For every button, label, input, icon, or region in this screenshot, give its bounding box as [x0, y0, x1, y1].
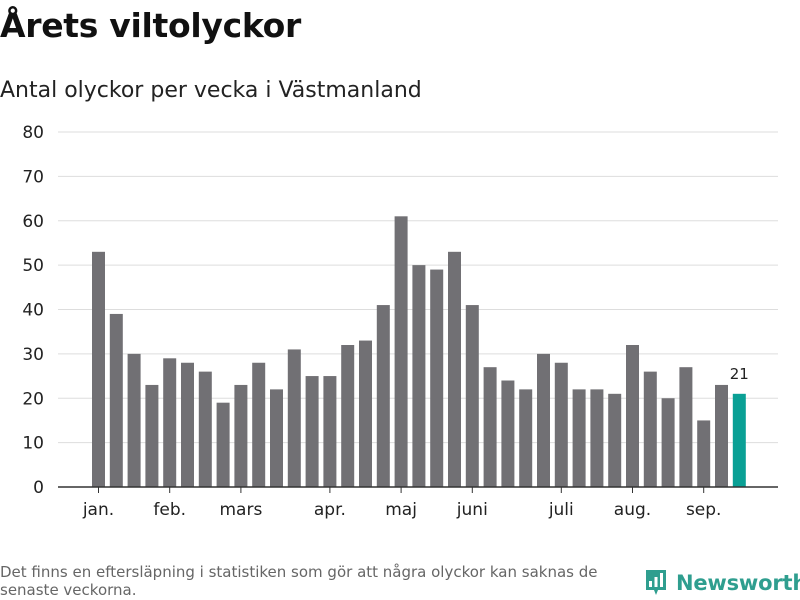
- y-tick-label: 10: [22, 434, 44, 454]
- bar: [626, 345, 639, 487]
- bar: [590, 389, 604, 487]
- bar: [412, 265, 426, 487]
- bars: [92, 216, 746, 487]
- footnote: Det finns en eftersläpning i statistiken…: [0, 563, 598, 599]
- bar: [323, 376, 337, 487]
- bar: [109, 313, 123, 487]
- bar: [483, 367, 497, 487]
- bar: [252, 362, 266, 487]
- y-tick-label: 40: [22, 301, 44, 321]
- bar: [341, 345, 355, 487]
- x-tick-label: aug.: [614, 500, 651, 520]
- y-tick-label: 20: [22, 389, 44, 409]
- brand-name: Newsworthy: [676, 571, 800, 595]
- bar: [198, 371, 212, 487]
- bar: [448, 251, 461, 487]
- bar: [608, 393, 622, 487]
- y-tick-label: 50: [22, 256, 44, 276]
- bar: [270, 389, 283, 487]
- bar: [92, 251, 105, 487]
- x-tick-label: apr.: [314, 500, 346, 520]
- y-tick-label: 80: [22, 123, 44, 143]
- data-label: 21: [730, 365, 749, 383]
- x-axis-ticks: jan. feb. mars apr. maj juni juli aug. sep.: [82, 487, 722, 520]
- bar: [715, 384, 728, 487]
- bar: [537, 353, 550, 487]
- brand-logo[interactable]: Newsworthy: [644, 568, 800, 598]
- x-tick-label: feb.: [153, 500, 186, 520]
- y-tick-label: 30: [22, 345, 44, 365]
- x-tick-label: maj: [385, 500, 417, 520]
- bar: [216, 402, 230, 487]
- y-tick-label: 70: [22, 167, 44, 187]
- x-tick-label: juli: [548, 500, 574, 520]
- bar: [430, 269, 444, 487]
- chart-subtitle: Antal olyckor per vecka i Västmanland: [0, 78, 422, 103]
- y-tick-label: 60: [22, 212, 44, 232]
- bar: [376, 305, 390, 487]
- bar: [287, 349, 301, 487]
- data-labels: 21: [730, 365, 749, 383]
- bar: [394, 216, 408, 487]
- bar: [305, 376, 319, 487]
- bar-chart: 0 10 20 30 40 50 60 70 80 jan. feb. mars apr. maj jun…: [22, 123, 778, 520]
- bar: [661, 398, 675, 487]
- bar: [234, 384, 248, 487]
- x-tick-label: mars: [219, 500, 262, 520]
- x-tick-label: sep.: [686, 500, 722, 520]
- bar: [181, 362, 194, 487]
- bar: [145, 384, 159, 487]
- bar: [572, 389, 586, 487]
- bar: [163, 358, 177, 487]
- bar: [501, 380, 515, 487]
- bar: [519, 389, 533, 487]
- bar: [465, 305, 479, 487]
- chart-title: Årets viltolyckor: [0, 6, 301, 45]
- x-tick-label: jan.: [82, 500, 114, 520]
- bar: [732, 393, 746, 487]
- bar: [697, 420, 711, 487]
- bar: [359, 340, 372, 487]
- bar: [127, 353, 141, 487]
- x-tick-label: juni: [456, 500, 488, 520]
- bar: [679, 367, 693, 487]
- bar-chart-badge-icon: [646, 570, 666, 595]
- bar: [554, 362, 568, 487]
- y-axis-ticks: 0 10 20 30 40 50 60 70 80: [22, 123, 44, 498]
- bar: [643, 371, 657, 487]
- y-tick-label: 0: [33, 478, 44, 498]
